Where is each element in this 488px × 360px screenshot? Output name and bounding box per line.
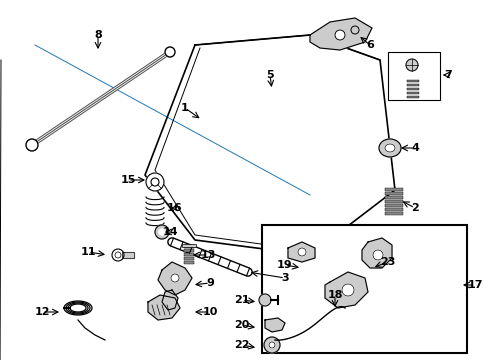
Text: 21: 21 [234, 295, 249, 305]
Text: 9: 9 [205, 278, 214, 288]
Bar [406, 92, 418, 94]
Bar [406, 84, 418, 86]
Bar [387, 52, 439, 100]
Circle shape [146, 173, 163, 191]
Polygon shape [287, 242, 314, 262]
Circle shape [341, 284, 353, 296]
Bar [183, 249, 194, 252]
Text: 3: 3 [281, 273, 288, 283]
Circle shape [151, 178, 159, 186]
Text: 18: 18 [326, 290, 342, 300]
Bar [384, 200, 402, 203]
Circle shape [164, 47, 175, 57]
Bar [406, 80, 418, 82]
Bar [183, 261, 194, 264]
Bar [384, 196, 402, 199]
Text: 1: 1 [181, 103, 188, 113]
Circle shape [268, 342, 274, 348]
Text: 8: 8 [94, 30, 102, 40]
Polygon shape [158, 262, 192, 295]
Text: 22: 22 [234, 340, 249, 350]
Circle shape [112, 249, 124, 261]
Circle shape [171, 274, 179, 282]
Text: 17: 17 [467, 280, 482, 290]
Circle shape [159, 229, 164, 235]
Ellipse shape [378, 139, 400, 157]
Bar [183, 253, 194, 256]
Circle shape [334, 30, 345, 40]
Bar [182, 244, 196, 247]
Bar [384, 212, 402, 215]
Bar [122, 252, 134, 258]
Text: 5: 5 [265, 70, 273, 80]
Bar [384, 188, 402, 191]
Text: 4: 4 [410, 143, 418, 153]
Circle shape [297, 248, 305, 256]
Bar [262, 225, 466, 353]
Text: 15: 15 [120, 175, 135, 185]
Circle shape [155, 225, 169, 239]
Ellipse shape [384, 144, 394, 152]
Polygon shape [325, 272, 367, 308]
Text: 14: 14 [162, 227, 178, 237]
Polygon shape [309, 18, 371, 50]
Circle shape [405, 59, 417, 71]
Polygon shape [361, 238, 391, 268]
Text: 2: 2 [410, 203, 418, 213]
Text: 10: 10 [202, 307, 217, 317]
Text: 6: 6 [366, 40, 373, 50]
Text: 23: 23 [380, 257, 395, 267]
Circle shape [350, 26, 358, 34]
Polygon shape [148, 295, 180, 320]
Bar [384, 204, 402, 207]
Bar [406, 96, 418, 98]
Text: 20: 20 [234, 320, 249, 330]
Circle shape [372, 250, 382, 260]
Circle shape [26, 139, 38, 151]
Text: 12: 12 [34, 307, 50, 317]
Bar [384, 192, 402, 195]
Text: 16: 16 [167, 203, 183, 213]
Circle shape [264, 337, 280, 353]
Bar [122, 252, 134, 258]
Polygon shape [162, 290, 178, 310]
Bar [183, 257, 194, 260]
Circle shape [259, 294, 270, 306]
Bar [183, 245, 194, 248]
Bar [406, 88, 418, 90]
Polygon shape [264, 318, 285, 332]
Text: 13: 13 [200, 250, 215, 260]
Text: 11: 11 [80, 247, 96, 257]
Text: 7: 7 [443, 70, 451, 80]
Bar [384, 208, 402, 211]
Text: 19: 19 [277, 260, 292, 270]
